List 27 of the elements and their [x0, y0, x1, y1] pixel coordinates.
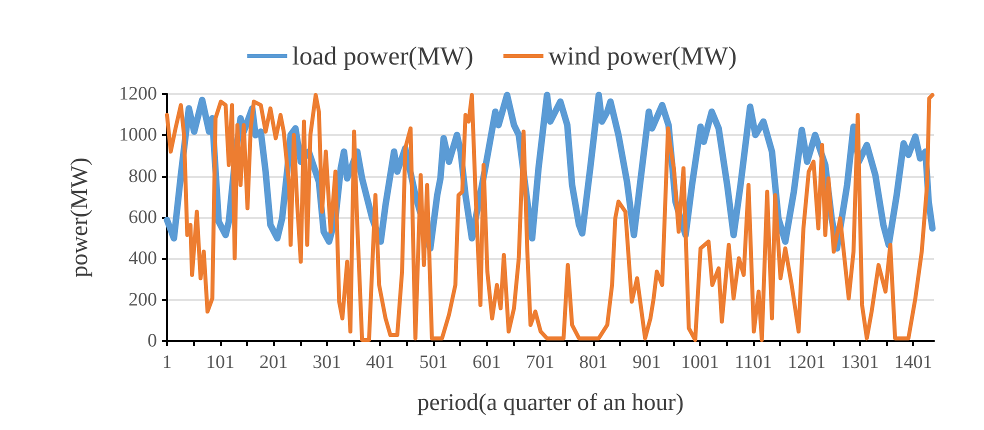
- x-tick-label: 801: [579, 352, 608, 373]
- x-tick-label: 1201: [788, 352, 826, 373]
- x-tick-label: 601: [472, 352, 502, 373]
- x-tick-label: 1301: [840, 352, 879, 373]
- y-axis-title: power(MW): [67, 158, 93, 278]
- y-tick-label: 400: [128, 248, 157, 270]
- y-tick-label: 1000: [119, 124, 157, 146]
- y-tick-label: 1200: [119, 84, 157, 104]
- y-tick-label: 600: [128, 207, 157, 228]
- x-tick-label: 1401: [894, 352, 932, 373]
- line-series: [165, 93, 934, 342]
- legend-label: wind power(MW): [548, 42, 737, 70]
- x-tick-label: 1001: [681, 352, 720, 373]
- legend-label: load power(MW): [292, 42, 474, 70]
- x-tick-label: 1: [162, 352, 172, 373]
- x-tick-label: 1101: [734, 352, 772, 373]
- x-tick-label: 401: [366, 352, 394, 373]
- x-tick-label: 501: [419, 352, 448, 373]
- x-tick-label: 301: [312, 352, 342, 373]
- x-tick-label: 701: [526, 352, 554, 373]
- y-tick-label: 0: [148, 330, 157, 352]
- x-tick-label: 901: [632, 352, 661, 373]
- x-axis-title: period(a quarter of an hour): [417, 390, 684, 416]
- y-tick-label: 200: [128, 289, 157, 310]
- y-tick-label: 800: [128, 166, 157, 187]
- x-tick-label: 101: [206, 352, 235, 373]
- x-tick-label: 201: [259, 352, 288, 373]
